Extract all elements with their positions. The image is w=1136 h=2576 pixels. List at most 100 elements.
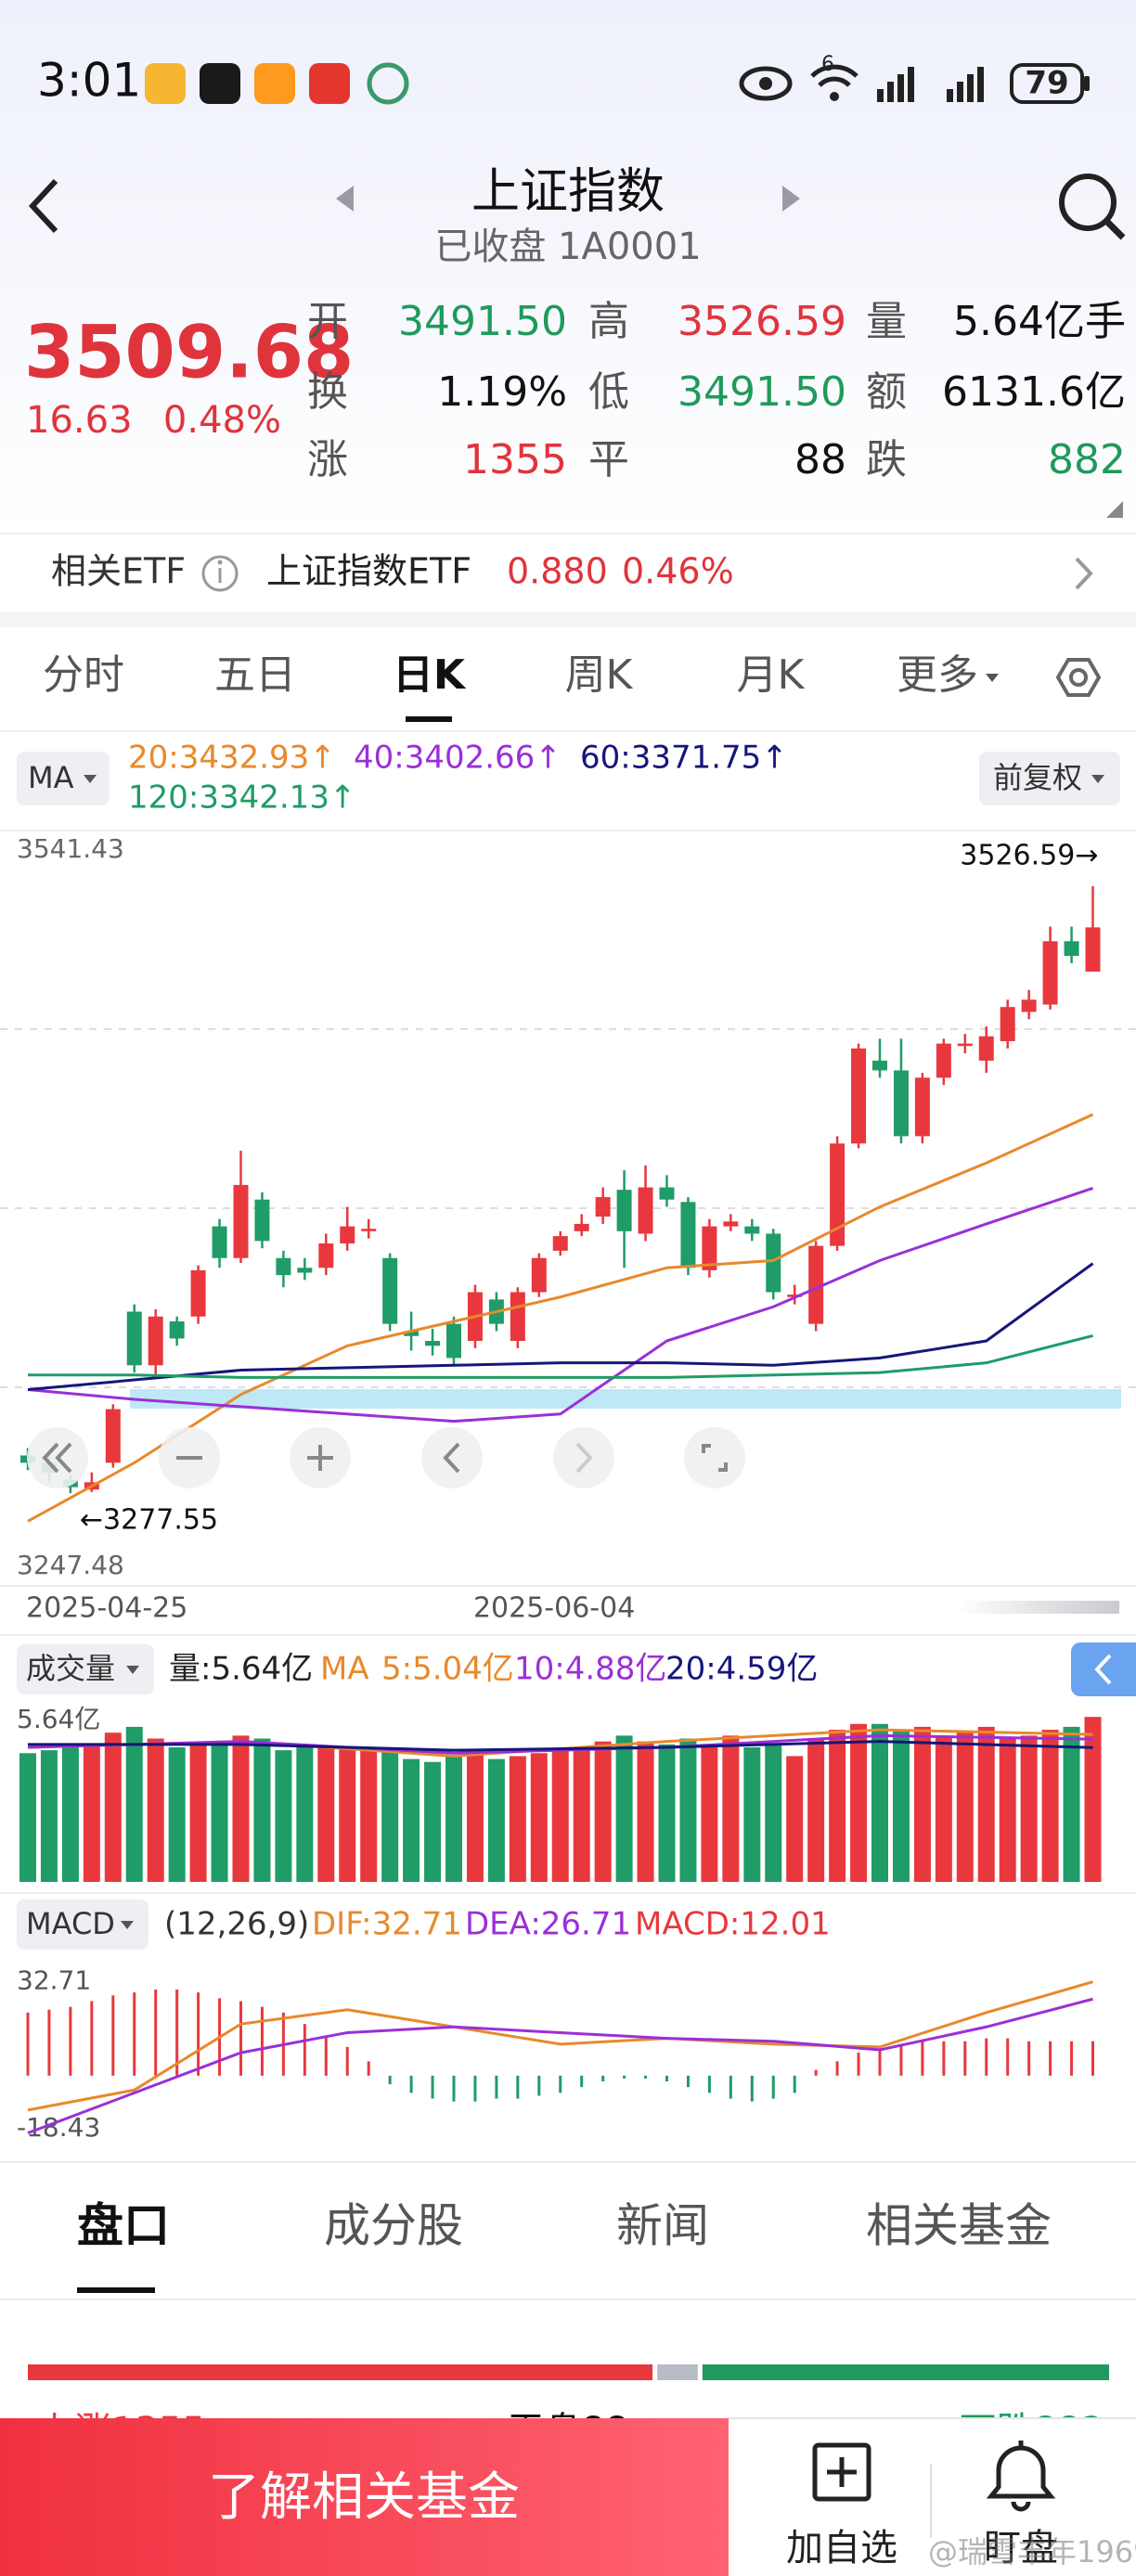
macd-selector[interactable]: MACD xyxy=(17,1900,148,1950)
prev-stock[interactable] xyxy=(336,186,354,212)
detail-tab[interactable]: 盘口 xyxy=(77,2199,170,2253)
indicator-line xyxy=(27,1980,1093,2112)
volume-current: 量:5.64亿 xyxy=(169,1651,313,1688)
search-button[interactable] xyxy=(1059,174,1126,240)
volume-bar xyxy=(445,1756,462,1882)
volume-bar xyxy=(573,1746,590,1882)
macd-bar xyxy=(771,2075,775,2099)
ma-legend: 60:3371.75↑ xyxy=(580,740,788,777)
next-stock[interactable] xyxy=(782,186,800,212)
add-watchlist[interactable]: 加自选 xyxy=(786,2442,897,2570)
macd-bar xyxy=(90,2001,94,2076)
volume-bar xyxy=(913,1726,931,1882)
candle-body xyxy=(361,1229,377,1231)
candle-body xyxy=(254,1199,270,1242)
y-tick-label: -18.43 xyxy=(17,2112,100,2143)
back-button[interactable] xyxy=(28,178,58,234)
volume-bar xyxy=(125,1726,143,1882)
chart-tab[interactable]: 五日 xyxy=(214,651,296,699)
macd-bar xyxy=(367,2061,370,2076)
y-tick-label: 5.64亿 xyxy=(17,1704,100,1734)
watch-market[interactable]: 盯盘 xyxy=(984,2441,1058,2570)
volume-bar xyxy=(104,1732,122,1882)
volume-bar xyxy=(232,1735,250,1882)
collapse-tab[interactable] xyxy=(1071,1642,1136,1696)
indicator-line xyxy=(28,1740,1093,1752)
candle-body xyxy=(957,1043,973,1047)
volume-bar xyxy=(487,1758,505,1882)
quote-field-label: 额 xyxy=(866,368,907,416)
chart-settings-dot xyxy=(1069,668,1088,687)
macd-bar xyxy=(878,2046,882,2076)
chart-tab[interactable]: 分时 xyxy=(43,651,124,699)
status-indicators xyxy=(739,63,1090,104)
macd-title: MACD xyxy=(26,1906,115,1941)
chart-controls[interactable] xyxy=(27,1427,745,1488)
candle-body xyxy=(233,1184,249,1258)
indicator-line xyxy=(27,1262,1094,1392)
quote-field-label: 平 xyxy=(588,436,629,483)
candle-body xyxy=(851,1048,867,1144)
volume-bar xyxy=(743,1746,761,1882)
volume-bar xyxy=(317,1746,335,1882)
volume-bar xyxy=(1041,1730,1059,1882)
add-watchlist-label: 加自选 xyxy=(786,2527,897,2570)
detail-tab[interactable]: 相关基金 xyxy=(866,2199,1052,2253)
quote-field-label: 低 xyxy=(588,368,629,416)
volume-bar xyxy=(551,1750,569,1882)
chart-tab[interactable]: 月K xyxy=(737,651,806,699)
volume-bar xyxy=(296,1746,314,1882)
candle-body xyxy=(531,1257,547,1293)
macd-bar xyxy=(154,1990,158,2076)
volume-ma-legend: 20:4.59亿 xyxy=(665,1651,818,1688)
volume-bar xyxy=(871,1723,888,1882)
macd-bar xyxy=(260,2006,264,2076)
chart-tab[interactable]: 日K xyxy=(393,651,467,699)
candle-body xyxy=(702,1226,717,1270)
macd-bar xyxy=(537,2075,541,2096)
volume-bar xyxy=(1084,1717,1102,1882)
candle-body xyxy=(340,1226,355,1243)
macd-bar xyxy=(239,2001,242,2076)
macd-bar xyxy=(111,1995,115,2076)
macd-bar xyxy=(644,2075,648,2079)
volume-selector[interactable]: 成交量 xyxy=(17,1644,154,1694)
quote-field-value: 3491.50 xyxy=(398,298,567,345)
volume-bar xyxy=(615,1735,633,1882)
volume-bar xyxy=(977,1726,995,1882)
stock-subtitle: 已收盘 1A0001 xyxy=(434,225,701,268)
detail-tab[interactable]: 新闻 xyxy=(616,2199,709,2253)
chart-settings[interactable] xyxy=(1055,658,1102,697)
macd-legend: MACD:12.01 xyxy=(635,1906,831,1943)
candle-body xyxy=(595,1197,611,1217)
adjust-selector[interactable]: 前复权 xyxy=(979,752,1120,805)
ma-selector[interactable]: MA xyxy=(17,752,110,805)
macd-bar xyxy=(921,2041,924,2076)
ma-legend: 120:3342.13↑ xyxy=(128,779,355,817)
candle-body xyxy=(212,1226,227,1258)
macd-bar xyxy=(303,2024,306,2076)
macd-bar xyxy=(1091,2041,1094,2076)
candle-body xyxy=(872,1060,887,1071)
macd-bar xyxy=(1049,2041,1052,2076)
volume-bar xyxy=(509,1756,526,1882)
charts: 3541.43 3247.48 2025-04-25 2025-06-04 20:343… xyxy=(0,740,1136,2143)
macd-bar xyxy=(495,2075,498,2099)
macd-bar xyxy=(1070,2041,1074,2076)
macd-bar xyxy=(324,2035,328,2076)
candle-body xyxy=(1021,999,1037,1012)
detail-tab[interactable]: 成分股 xyxy=(324,2199,463,2253)
expand-corner[interactable] xyxy=(1106,501,1123,518)
candle-body xyxy=(574,1223,589,1231)
candle-body xyxy=(425,1341,441,1346)
etf-row[interactable]: 相关ETF 上证指数ETF 0.880 0.46% xyxy=(51,551,1093,592)
chart-tab[interactable]: 周K xyxy=(565,651,634,699)
range-slider[interactable] xyxy=(956,1601,1119,1614)
macd-bar xyxy=(69,2006,72,2076)
volume-bar xyxy=(892,1730,910,1882)
breadth-segment xyxy=(657,2364,698,2380)
chart-tab[interactable]: 更多 xyxy=(897,651,978,699)
learn-fund-button[interactable]: 了解相关基金 xyxy=(0,2418,729,2576)
macd-bar xyxy=(942,2041,946,2076)
